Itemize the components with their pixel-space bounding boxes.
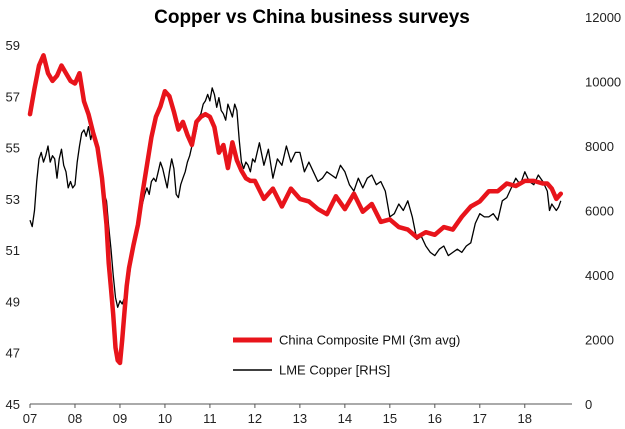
x-axis-tick-label: 18 (518, 411, 532, 426)
left-axis-tick-label: 49 (6, 294, 20, 309)
left-axis-tick-label: 53 (6, 192, 20, 207)
x-axis-tick-label: 16 (428, 411, 442, 426)
chart-title: Copper vs China business surveys (154, 7, 470, 28)
x-axis: 07 08 09 10 11 12 13 14 15 16 17 18 (23, 403, 572, 426)
x-axis-tick-label: 07 (23, 411, 37, 426)
right-axis-tick-label: 0 (585, 397, 592, 412)
right-axis: 0 2000 4000 6000 8000 10000 12000 (585, 10, 621, 412)
left-axis-tick-label: 45 (6, 397, 20, 412)
x-axis-tick-label: 14 (338, 411, 352, 426)
legend-label-copper: LME Copper [RHS] (279, 363, 390, 378)
x-axis-tick-label: 17 (473, 411, 487, 426)
x-axis-tick-label: 15 (383, 411, 397, 426)
x-axis-tick-label: 10 (158, 411, 172, 426)
x-axis-tick-label: 12 (248, 411, 262, 426)
right-axis-tick-label: 2000 (585, 333, 614, 348)
right-axis-tick-label: 8000 (585, 139, 614, 154)
left-axis-tick-label: 57 (6, 89, 20, 104)
x-axis-tick-label: 09 (113, 411, 127, 426)
x-axis-tick-label: 13 (293, 411, 307, 426)
x-axis-tick-label: 08 (68, 411, 82, 426)
left-axis-tick-label: 47 (6, 346, 20, 361)
right-axis-tick-label: 12000 (585, 10, 621, 25)
legend-label-pmi: China Composite PMI (3m avg) (279, 333, 460, 348)
right-axis-tick-label: 4000 (585, 268, 614, 283)
x-axis-tick-label: 11 (203, 411, 217, 426)
right-axis-tick-label: 10000 (585, 75, 621, 90)
legend: China Composite PMI (3m avg) LME Copper … (233, 333, 460, 378)
left-axis-tick-label: 51 (6, 243, 20, 258)
left-axis-tick-label: 59 (6, 38, 20, 53)
left-axis: 45 47 49 51 53 55 57 59 (6, 38, 20, 412)
left-axis-tick-label: 55 (6, 141, 20, 156)
right-axis-tick-label: 6000 (585, 204, 614, 219)
series-line-pmi (27, 53, 564, 366)
